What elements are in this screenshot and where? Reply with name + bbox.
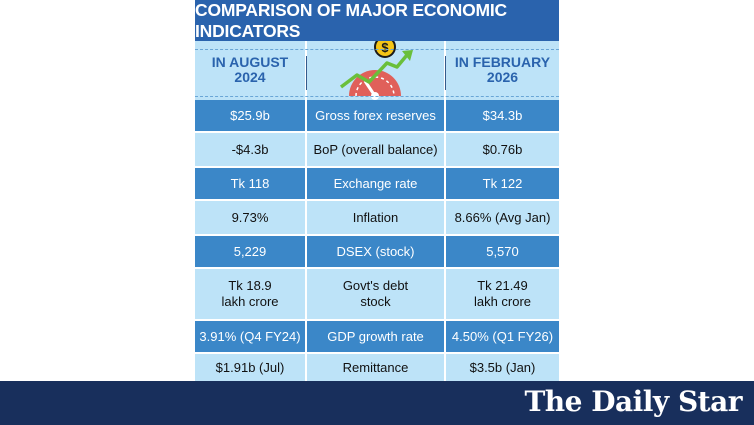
value-feb-2026: 8.66% (Avg Jan) bbox=[446, 201, 559, 234]
value-aug-2024: Tk 118 bbox=[195, 168, 305, 199]
header-august-2024: IN AUGUST 2024 bbox=[195, 41, 305, 100]
value-feb-2026: 4.50% (Q1 FY26) bbox=[446, 321, 559, 352]
header-divider-left bbox=[306, 56, 307, 90]
footer-bar: The Daily Star bbox=[0, 381, 754, 425]
header-right-line1: IN FEBRUARY bbox=[454, 54, 551, 70]
header-dashed-line-top bbox=[195, 49, 559, 50]
brand-logo: The Daily Star bbox=[524, 385, 742, 418]
value-feb-2026: Tk 21.49 lakh crore bbox=[446, 269, 559, 319]
label-line: stock bbox=[360, 294, 391, 309]
economic-indicators-infographic: COMPARISON OF MAJOR ECONOMIC INDICATORS … bbox=[195, 0, 559, 381]
indicator-label: Gross forex reserves bbox=[307, 100, 444, 131]
value-line: lakh crore bbox=[221, 294, 279, 309]
table-row: Tk 118 Exchange rate Tk 122 bbox=[195, 168, 559, 199]
table-row: 9.73% Inflation 8.66% (Avg Jan) bbox=[195, 201, 559, 234]
value-aug-2024: $25.9b bbox=[195, 100, 305, 131]
table-row: -$4.3b BoP (overall balance) $0.76b bbox=[195, 133, 559, 166]
indicator-label: Remittance bbox=[307, 354, 444, 381]
indicator-label: Exchange rate bbox=[307, 168, 444, 199]
svg-text:$: $ bbox=[381, 41, 389, 55]
header-left-line2: 2024 bbox=[234, 69, 266, 85]
value-feb-2026: Tk 122 bbox=[446, 168, 559, 199]
indicator-label: DSEX (stock) bbox=[307, 236, 444, 267]
value-feb-2026: $0.76b bbox=[446, 133, 559, 166]
infographic-title: COMPARISON OF MAJOR ECONOMIC INDICATORS bbox=[195, 0, 559, 41]
header-divider-right bbox=[445, 56, 446, 90]
header-right-line2: 2026 bbox=[486, 69, 519, 85]
table-row: 3.91% (Q4 FY24) GDP growth rate 4.50% (Q… bbox=[195, 321, 559, 352]
header-left-line1: IN AUGUST bbox=[211, 54, 289, 70]
table-row: 5,229 DSEX (stock) 5,570 bbox=[195, 236, 559, 267]
value-line: lakh crore bbox=[473, 294, 532, 309]
value-feb-2026: $34.3b bbox=[446, 100, 559, 131]
indicator-label: Govt's debt stock bbox=[307, 269, 444, 319]
label-line: Govt's debt bbox=[342, 278, 409, 293]
indicator-label: GDP growth rate bbox=[307, 321, 444, 352]
value-aug-2024: -$4.3b bbox=[195, 133, 305, 166]
value-feb-2026: 5,570 bbox=[446, 236, 559, 267]
value-aug-2024: Tk 18.9 lakh crore bbox=[195, 269, 305, 319]
indicator-label: BoP (overall balance) bbox=[307, 133, 444, 166]
header-february-2026: IN FEBRUARY 2026 bbox=[446, 41, 559, 100]
header-dashed-line-bottom bbox=[195, 96, 559, 97]
table-row: $25.9b Gross forex reserves $34.3b bbox=[195, 100, 559, 131]
value-aug-2024: 9.73% bbox=[195, 201, 305, 234]
value-line: Tk 18.9 bbox=[228, 278, 272, 293]
indicator-label: Inflation bbox=[307, 201, 444, 234]
value-aug-2024: $1.91b (Jul) bbox=[195, 354, 305, 381]
table-row: Tk 18.9 lakh crore Govt's debt stock Tk 21… bbox=[195, 269, 559, 319]
value-feb-2026: $3.5b (Jan) bbox=[446, 354, 559, 381]
value-aug-2024: 5,229 bbox=[195, 236, 305, 267]
value-aug-2024: 3.91% (Q4 FY24) bbox=[195, 321, 305, 352]
value-line: Tk 21.49 bbox=[477, 278, 528, 293]
table-row: $1.91b (Jul) Remittance $3.5b (Jan) bbox=[195, 354, 559, 381]
